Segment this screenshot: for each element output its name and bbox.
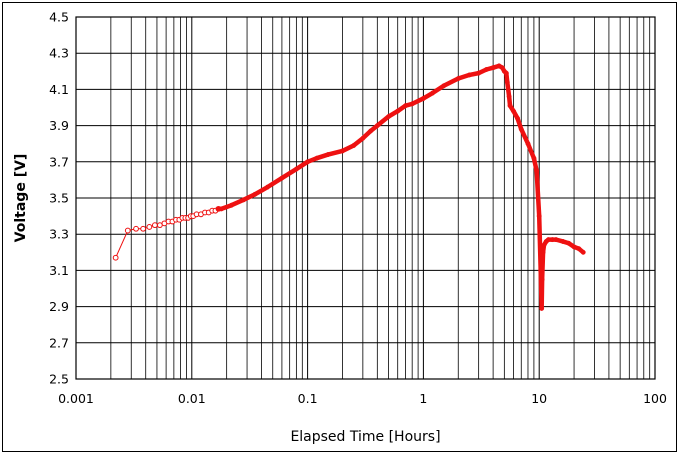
x-tick-label: 10 bbox=[531, 391, 547, 406]
data-point bbox=[518, 126, 524, 132]
data-point bbox=[229, 202, 234, 208]
data-point bbox=[124, 227, 131, 234]
data-point bbox=[560, 238, 566, 244]
data-point bbox=[534, 168, 540, 174]
data-point bbox=[386, 114, 391, 120]
data-point bbox=[314, 155, 320, 161]
data-point bbox=[146, 224, 153, 230]
data-point bbox=[325, 152, 331, 158]
y-tick-label: 4.5 bbox=[49, 10, 69, 25]
data-point bbox=[360, 135, 366, 141]
data-point bbox=[506, 94, 512, 100]
data-point bbox=[340, 148, 345, 154]
data-point bbox=[409, 101, 415, 107]
data-point bbox=[504, 79, 510, 85]
data-point bbox=[430, 90, 436, 96]
data-point bbox=[293, 166, 299, 172]
x-tick-label: 100 bbox=[643, 391, 667, 406]
data-point bbox=[374, 123, 380, 129]
data-point bbox=[305, 159, 311, 165]
series-layer bbox=[112, 63, 586, 311]
y-axis-tick-labels: 2.5 2.7 2.9 3.1 3.3 3.5 3.7 3.9 4.1 4.3 4.5 bbox=[49, 10, 69, 387]
data-point bbox=[511, 108, 516, 114]
y-tick-label: 4.3 bbox=[49, 46, 69, 61]
y-tick-label: 3.1 bbox=[49, 263, 69, 278]
data-point bbox=[218, 206, 224, 212]
data-point bbox=[441, 83, 447, 89]
data-point bbox=[483, 67, 489, 72]
series-line-dense bbox=[216, 63, 586, 311]
data-point bbox=[476, 70, 482, 76]
data-point bbox=[503, 70, 509, 76]
chart-frame bbox=[2, 2, 677, 452]
data-point bbox=[566, 240, 572, 246]
x-tick-label: 1 bbox=[419, 391, 427, 406]
data-point bbox=[467, 72, 472, 78]
data-point bbox=[539, 305, 545, 311]
data-point bbox=[571, 244, 577, 250]
data-point bbox=[507, 103, 513, 109]
data-point bbox=[133, 225, 139, 232]
data-point bbox=[279, 175, 285, 181]
data-point bbox=[252, 191, 258, 197]
data-point bbox=[112, 254, 119, 261]
x-tick-label: 0.01 bbox=[178, 391, 206, 406]
x-axis-tick-labels: 0.001 0.01 0.1 1 10 100 bbox=[58, 391, 667, 406]
y-tick-label: 4.1 bbox=[49, 82, 69, 97]
data-point bbox=[490, 65, 496, 71]
data-point bbox=[395, 108, 401, 114]
major-gridlines bbox=[75, 16, 656, 380]
data-point bbox=[538, 267, 544, 273]
y-tick-label: 2.9 bbox=[49, 299, 69, 314]
y-tick-label: 3.7 bbox=[49, 154, 69, 169]
data-point bbox=[541, 242, 547, 248]
data-point bbox=[455, 76, 461, 81]
data-point bbox=[545, 237, 551, 243]
x-tick-label: 0.001 bbox=[58, 391, 94, 406]
data-point bbox=[525, 141, 531, 147]
data-point bbox=[140, 225, 147, 232]
data-point bbox=[515, 115, 520, 121]
y-axis-title: Voltage [V] bbox=[13, 154, 29, 243]
data-point bbox=[540, 249, 546, 255]
y-tick-label: 3.3 bbox=[49, 227, 69, 242]
data-point bbox=[536, 213, 542, 219]
data-point bbox=[151, 222, 158, 229]
data-point bbox=[539, 277, 545, 282]
data-point bbox=[531, 155, 537, 161]
plot-area-border bbox=[75, 16, 656, 380]
data-point bbox=[403, 103, 408, 109]
data-point bbox=[553, 237, 559, 243]
data-point bbox=[368, 128, 374, 134]
data-point bbox=[264, 184, 270, 190]
x-axis-title: Elapsed Time [Hours] bbox=[290, 429, 440, 445]
y-tick-label: 3.5 bbox=[49, 191, 69, 206]
data-point bbox=[351, 143, 357, 148]
y-tick-label: 3.9 bbox=[49, 118, 69, 133]
data-point bbox=[420, 96, 426, 101]
y-tick-label: 2.5 bbox=[49, 372, 69, 387]
y-tick-label: 2.7 bbox=[49, 335, 69, 350]
data-point bbox=[241, 197, 247, 203]
data-point bbox=[576, 246, 582, 252]
x-tick-label: 0.1 bbox=[298, 391, 318, 406]
data-point bbox=[580, 249, 586, 255]
data-point bbox=[499, 65, 505, 71]
